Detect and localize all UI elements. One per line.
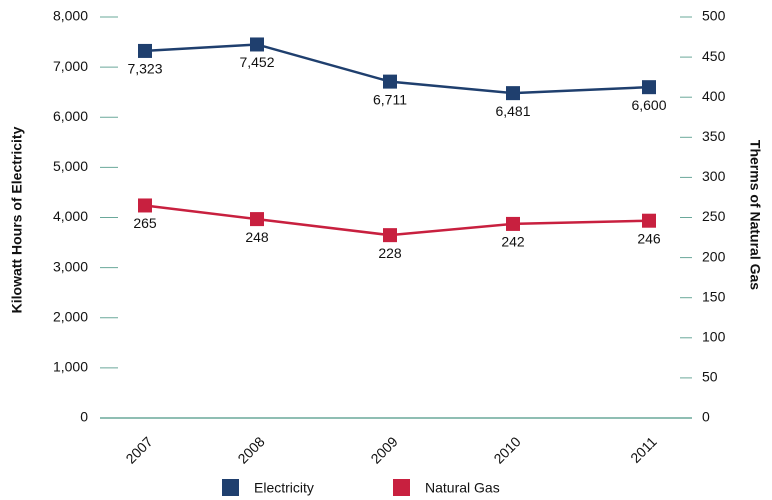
y-tick-label: 1,000: [53, 359, 88, 375]
marker: [138, 43, 152, 58]
x-tick-label: 2009: [367, 433, 400, 466]
marker: [642, 213, 656, 228]
x-tick-label: 2008: [234, 433, 267, 466]
y2-axis-label: Therms of Natural Gas: [747, 140, 763, 290]
y2-tick-label: 450: [702, 48, 726, 64]
y-tick-label: 2,000: [53, 308, 88, 324]
y2-tick-label: 50: [702, 369, 718, 385]
y2-tick-label: 100: [702, 329, 726, 345]
data-label: 248: [245, 229, 269, 245]
y-tick-label: 8,000: [53, 8, 88, 24]
y-tick-label: 4,000: [53, 208, 88, 224]
x-tick-label: 2007: [122, 433, 155, 466]
marker: [250, 212, 264, 227]
y2-tick-label: 300: [702, 168, 726, 184]
marker: [138, 198, 152, 213]
y-tick-label: 3,000: [53, 258, 88, 274]
y2-tick-label: 400: [702, 88, 726, 104]
y2-tick-label: 250: [702, 208, 726, 224]
legend-swatch: [393, 479, 410, 496]
y-tick-label: 6,000: [53, 108, 88, 124]
legend-swatch: [222, 479, 239, 496]
marker: [250, 37, 264, 52]
y-tick-label: 5,000: [53, 158, 88, 174]
legend-label: Electricity: [254, 480, 314, 496]
y-axis-label: Kilowatt Hours of Electricity: [9, 126, 25, 313]
marker: [506, 86, 520, 101]
data-label: 7,323: [127, 61, 162, 77]
y-tick-label: 0: [80, 409, 88, 425]
y2-tick-label: 0: [702, 409, 710, 425]
marker: [642, 80, 656, 95]
marker: [506, 216, 520, 231]
y2-tick-label: 500: [702, 8, 726, 24]
x-tick-label: 2011: [627, 433, 660, 466]
marker: [383, 228, 397, 243]
y2-tick-label: 150: [702, 288, 726, 304]
data-label: 7,452: [239, 54, 274, 70]
marker: [383, 74, 397, 89]
data-label: 228: [378, 245, 402, 261]
y-tick-label: 7,000: [53, 58, 88, 74]
data-label: 265: [133, 215, 157, 231]
y2-tick-label: 350: [702, 128, 726, 144]
data-label: 6,481: [495, 103, 530, 119]
data-label: 246: [637, 230, 661, 246]
y2-tick-label: 200: [702, 248, 726, 264]
data-label: 6,711: [373, 91, 407, 107]
data-label: 242: [501, 234, 525, 250]
x-tick-label: 2010: [490, 433, 523, 466]
legend-label: Natural Gas: [425, 480, 500, 496]
data-label: 6,600: [631, 97, 666, 113]
